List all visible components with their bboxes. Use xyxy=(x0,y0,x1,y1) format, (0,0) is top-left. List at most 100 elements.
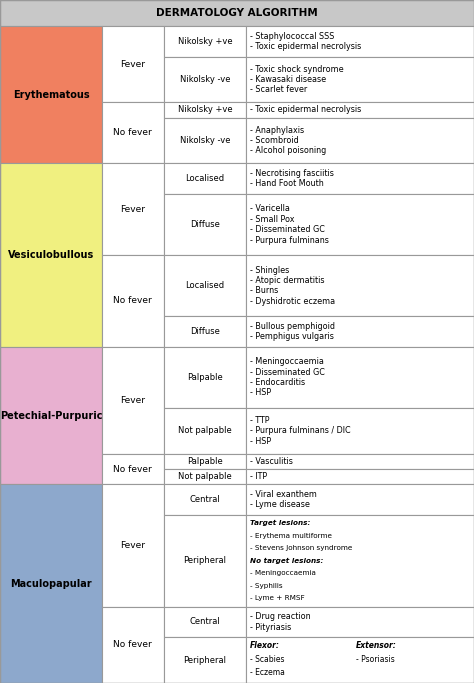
Text: Not palpable: Not palpable xyxy=(178,472,232,482)
Text: - Stevens Johnson syndrome: - Stevens Johnson syndrome xyxy=(250,545,352,551)
Text: Extensor:: Extensor: xyxy=(356,641,396,650)
Bar xyxy=(164,515,246,607)
Bar xyxy=(246,194,474,255)
Text: - Lyme + RMSF: - Lyme + RMSF xyxy=(250,596,304,602)
Text: - Necrotising fasciitis
- Hand Foot Mouth: - Necrotising fasciitis - Hand Foot Mout… xyxy=(250,169,334,189)
Bar xyxy=(164,26,246,57)
Text: - Syphilis: - Syphilis xyxy=(250,583,283,589)
Text: - Bullous pemphigoid
- Pemphigus vulgaris: - Bullous pemphigoid - Pemphigus vulgari… xyxy=(250,322,335,342)
Bar xyxy=(164,102,246,117)
Bar xyxy=(246,347,474,408)
Text: No target lesions:: No target lesions: xyxy=(250,558,323,563)
Text: Nikolsky +ve: Nikolsky +ve xyxy=(178,105,232,115)
Text: - Shingles
- Atopic dermatitis
- Burns
- Dyshidrotic eczema: - Shingles - Atopic dermatitis - Burns -… xyxy=(250,266,335,306)
Text: Not palpable: Not palpable xyxy=(178,426,232,435)
Bar xyxy=(246,607,474,637)
Text: - Toxic epidermal necrolysis: - Toxic epidermal necrolysis xyxy=(250,105,361,115)
Bar xyxy=(246,102,474,117)
Text: Peripheral: Peripheral xyxy=(183,656,227,665)
Text: No fever: No fever xyxy=(113,640,152,650)
Bar xyxy=(246,26,474,57)
Bar xyxy=(164,484,246,515)
Bar xyxy=(246,469,474,484)
Text: Fever: Fever xyxy=(120,396,145,405)
Bar xyxy=(246,57,474,102)
Text: Diffuse: Diffuse xyxy=(190,220,220,229)
Text: Localised: Localised xyxy=(185,174,225,183)
Bar xyxy=(0,26,102,163)
Text: - Varicella
- Small Pox
- Disseminated GC
- Purpura fulminans: - Varicella - Small Pox - Disseminated G… xyxy=(250,204,328,245)
Text: - Eczema: - Eczema xyxy=(250,669,285,678)
Bar xyxy=(246,454,474,469)
Text: - Drug reaction
- Pityriasis: - Drug reaction - Pityriasis xyxy=(250,612,310,632)
Text: Central: Central xyxy=(190,495,220,504)
Text: - Anaphylaxis
- Scombroid
- Alcohol poisoning: - Anaphylaxis - Scombroid - Alcohol pois… xyxy=(250,126,326,156)
Text: No fever: No fever xyxy=(113,296,152,305)
Text: Maculopapular: Maculopapular xyxy=(10,579,92,589)
Text: Petechial-Purpuric: Petechial-Purpuric xyxy=(0,410,102,421)
Text: Target lesions:: Target lesions: xyxy=(250,520,310,526)
Text: Nikolsky -ve: Nikolsky -ve xyxy=(180,136,230,145)
Text: Fever: Fever xyxy=(120,59,145,69)
Bar xyxy=(164,316,246,347)
Bar xyxy=(102,255,164,347)
Bar xyxy=(164,57,246,102)
Bar xyxy=(246,484,474,515)
Bar xyxy=(164,347,246,408)
Bar xyxy=(246,408,474,454)
Bar xyxy=(164,163,246,194)
Bar xyxy=(102,454,164,484)
Bar xyxy=(0,163,102,347)
Bar xyxy=(0,347,102,484)
Bar xyxy=(102,102,164,163)
Bar xyxy=(164,408,246,454)
Text: - Vasculitis: - Vasculitis xyxy=(250,457,292,466)
Text: - Staphylococcal SSS
- Toxic epidermal necrolysis: - Staphylococcal SSS - Toxic epidermal n… xyxy=(250,31,361,51)
Bar xyxy=(164,454,246,469)
Bar xyxy=(102,484,164,607)
Text: Fever: Fever xyxy=(120,541,145,550)
Text: Nikolsky -ve: Nikolsky -ve xyxy=(180,75,230,84)
Bar xyxy=(246,515,474,607)
Text: Palpable: Palpable xyxy=(187,457,223,466)
Text: - Meningoccaemia: - Meningoccaemia xyxy=(250,570,316,576)
Text: - Viral exanthem
- Lyme disease: - Viral exanthem - Lyme disease xyxy=(250,490,317,510)
Bar xyxy=(246,637,474,683)
Bar xyxy=(102,607,164,683)
Bar xyxy=(246,255,474,316)
Bar xyxy=(246,163,474,194)
Text: - Psoriasis: - Psoriasis xyxy=(356,655,394,664)
Text: - Scabies: - Scabies xyxy=(250,655,284,664)
Text: Diffuse: Diffuse xyxy=(190,327,220,336)
Text: No fever: No fever xyxy=(113,464,152,473)
Bar xyxy=(102,163,164,255)
Text: Flexor:: Flexor: xyxy=(250,641,280,650)
Text: DERMATOLOGY ALGORITHM: DERMATOLOGY ALGORITHM xyxy=(156,8,318,18)
Text: - TTP
- Purpura fulminans / DIC
- HSP: - TTP - Purpura fulminans / DIC - HSP xyxy=(250,416,350,446)
Text: Peripheral: Peripheral xyxy=(183,556,227,566)
Bar xyxy=(164,637,246,683)
Text: - ITP: - ITP xyxy=(250,472,267,482)
Bar xyxy=(164,607,246,637)
Text: Fever: Fever xyxy=(120,205,145,214)
Bar xyxy=(164,255,246,316)
Bar xyxy=(164,469,246,484)
Bar xyxy=(102,26,164,102)
Bar xyxy=(0,484,102,683)
Text: - Toxic shock syndrome
- Kawasaki disease
- Scarlet fever: - Toxic shock syndrome - Kawasaki diseas… xyxy=(250,64,344,94)
Text: Palpable: Palpable xyxy=(187,373,223,382)
Bar xyxy=(164,117,246,163)
Text: Central: Central xyxy=(190,617,220,626)
Text: Erythematous: Erythematous xyxy=(13,89,89,100)
Text: - Meningoccaemia
- Disseminated GC
- Endocarditis
- HSP: - Meningoccaemia - Disseminated GC - End… xyxy=(250,357,325,398)
Text: Vesiculobullous: Vesiculobullous xyxy=(8,250,94,260)
Text: Localised: Localised xyxy=(185,281,225,290)
Bar xyxy=(0,0,474,26)
Bar xyxy=(164,194,246,255)
Text: Nikolsky +ve: Nikolsky +ve xyxy=(178,37,232,46)
Bar xyxy=(102,347,164,454)
Bar xyxy=(246,316,474,347)
Text: No fever: No fever xyxy=(113,128,152,137)
Bar xyxy=(246,117,474,163)
Text: - Erythema multiforme: - Erythema multiforme xyxy=(250,533,332,539)
